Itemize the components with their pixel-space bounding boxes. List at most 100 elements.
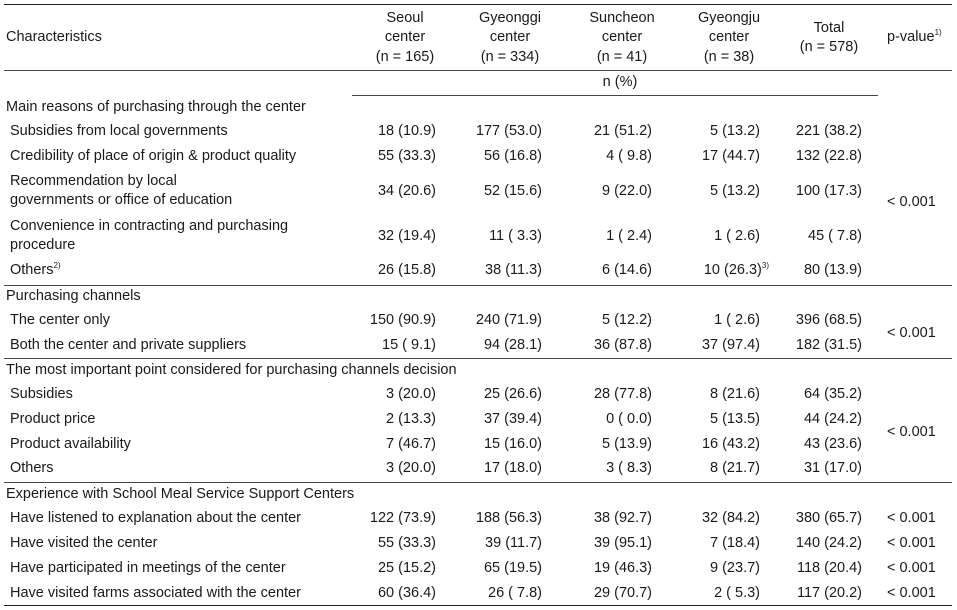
value-text: 36 (87.8): [593, 337, 652, 353]
value-text: 32 (84.2): [701, 510, 760, 526]
header-gyeongju-n: (n = 38): [703, 49, 755, 65]
row-label-text: Have visited farms associated with the c…: [10, 585, 301, 601]
value-cell: 55 (33.3): [316, 534, 436, 553]
row-label-text: Credibility of place of origin & product…: [10, 148, 297, 164]
row-label-text: Subsidies: [10, 386, 73, 402]
header-suncheon-center: center: [601, 29, 643, 45]
value-cell: 117 (20.2): [742, 584, 862, 603]
value-cell: 10 (26.3)3): [649, 261, 769, 280]
row-label-text: Have participated in meetings of the cen…: [10, 560, 286, 576]
row-label-text: Subsidies from local governments: [10, 123, 228, 139]
value-text: 7 (18.4): [710, 535, 760, 551]
value-cell: 3 (20.0): [316, 459, 436, 478]
header-pvalue-text: p-value: [887, 29, 935, 45]
value-cell: 380 (65.7): [742, 509, 862, 528]
value-cell: 2 (13.3): [316, 410, 436, 429]
section-pvalue: < 0.001: [887, 194, 936, 210]
header-seoul-n: (n = 165): [375, 49, 435, 65]
value-text: 10 (26.3): [703, 262, 762, 278]
value-cell: 28 (77.8): [532, 385, 652, 404]
value-text: 3 (20.0): [386, 460, 436, 476]
row-pvalue: < 0.001: [887, 535, 936, 551]
row-pvalue: < 0.001: [887, 585, 936, 601]
row-label-note: 2): [53, 261, 61, 270]
header-gyeongju-center: center: [708, 29, 750, 45]
value-text: 32 (19.4): [377, 228, 436, 244]
value-text: 150 (90.9): [369, 312, 436, 328]
header-seoul-name: Seoul: [386, 10, 424, 26]
value-text: 7 (46.7): [386, 436, 436, 452]
value-text: 2 ( 5.3): [714, 585, 760, 601]
value-cell: 39 (11.7): [422, 534, 542, 553]
value-cell: 5 (13.9): [532, 435, 652, 454]
value-text: 188 (56.3): [475, 510, 542, 526]
value-cell: 0 ( 0.0): [532, 410, 652, 429]
value-text: 1 ( 2.6): [714, 312, 760, 328]
value-cell: 32 (84.2): [640, 509, 760, 528]
row-label-text: The center only: [10, 312, 110, 328]
header-total-n: (n = 578): [799, 39, 859, 55]
value-text: 38 (92.7): [593, 510, 652, 526]
value-cell: 7 (18.4): [640, 534, 760, 553]
value-text: 6 (14.6): [602, 262, 652, 278]
value-cell: 240 (71.9): [422, 311, 542, 330]
value-text: 396 (68.5): [795, 312, 862, 328]
row-label: procedure: [10, 236, 75, 255]
value-cell: 5 (13.2): [640, 122, 760, 141]
top-rule: [4, 4, 952, 5]
header-suncheon-name: Suncheon: [589, 10, 655, 26]
value-cell: 182 (31.5): [742, 336, 862, 355]
value-text: 80 (13.9): [803, 262, 862, 278]
value-text: 26 (15.8): [377, 262, 436, 278]
value-cell: 132 (22.8): [742, 147, 862, 166]
header-rule: [4, 70, 952, 71]
header-characteristics: Characteristics: [6, 29, 102, 45]
value-text: 380 (65.7): [795, 510, 862, 526]
value-cell: 15 ( 9.1): [316, 336, 436, 355]
value-text: 132 (22.8): [795, 148, 862, 164]
row-label: Both the center and private suppliers: [10, 336, 246, 355]
header-gyeongju-name: Gyeongju: [697, 10, 761, 26]
value-text: 8 (21.7): [710, 460, 760, 476]
value-cell: 55 (33.3): [316, 147, 436, 166]
row-label-text: Both the center and private suppliers: [10, 337, 247, 353]
value-text: 44 (24.2): [803, 411, 862, 427]
value-text: 34 (20.6): [377, 183, 436, 199]
row-label-text: Product availability: [10, 436, 131, 452]
row-label-text: Others: [10, 262, 54, 278]
section-rule-3: [4, 482, 952, 483]
row-label: Others: [10, 459, 54, 478]
value-cell: 11 ( 3.3): [422, 227, 542, 246]
value-cell: 25 (26.6): [422, 385, 542, 404]
value-cell: 34 (20.6): [316, 182, 436, 201]
value-cell: 140 (24.2): [742, 534, 862, 553]
value-text: 9 (22.0): [602, 183, 652, 199]
value-cell: 16 (43.2): [640, 435, 760, 454]
value-text: 37 (97.4): [701, 337, 760, 353]
row-label: Have listened to explanation about the c…: [10, 509, 301, 528]
value-text: 43 (23.6): [803, 436, 862, 452]
section-rule-2: [4, 358, 952, 359]
value-cell: 29 (70.7): [532, 584, 652, 603]
value-text: 221 (38.2): [795, 123, 862, 139]
header-suncheon-n: (n = 41): [596, 49, 648, 65]
value-cell: 26 ( 7.8): [422, 584, 542, 603]
value-text: 140 (24.2): [795, 535, 862, 551]
section-pvalue: < 0.001: [887, 424, 936, 440]
value-text: 55 (33.3): [377, 148, 436, 164]
value-cell: 100 (17.3): [742, 182, 862, 201]
value-cell: 37 (97.4): [640, 336, 760, 355]
value-cell: 5 (12.2): [532, 311, 652, 330]
value-text: 28 (77.8): [593, 386, 652, 402]
value-cell: 32 (19.4): [316, 227, 436, 246]
value-cell: 8 (21.6): [640, 385, 760, 404]
header-gyeonggi-n: (n = 334): [480, 49, 540, 65]
value-cell: 1 ( 2.6): [640, 227, 760, 246]
value-text: 45 ( 7.8): [808, 228, 862, 244]
value-text: 18 (10.9): [377, 123, 436, 139]
value-text: 1 ( 2.6): [714, 228, 760, 244]
section-rule-1: [4, 285, 952, 286]
value-text: 31 (17.0): [803, 460, 862, 476]
value-cell: 60 (36.4): [316, 584, 436, 603]
